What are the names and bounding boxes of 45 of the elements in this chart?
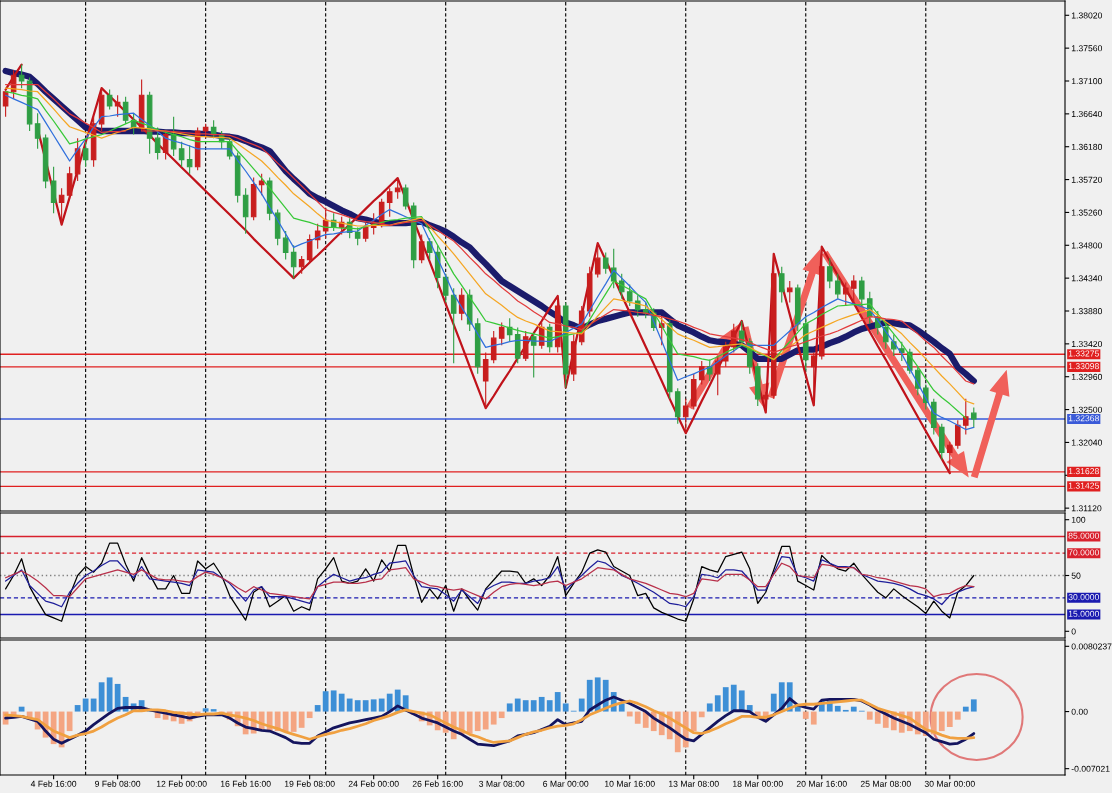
x-tick-label: 4 Feb 16:00 <box>30 780 77 787</box>
y-tick-label: 100 <box>1071 516 1086 523</box>
x-tick-label: 26 Feb 16:00 <box>412 780 463 787</box>
ref-line-label: 15.0000 <box>1068 610 1099 617</box>
ref-line-label: 70.0000 <box>1068 549 1099 556</box>
ref-line-label: 1.31628 <box>1068 468 1099 475</box>
x-tick-label: 16 Feb 16:00 <box>220 780 271 787</box>
y-tick-label: 1.36180 <box>1071 143 1103 150</box>
y-tick-label: 1.32500 <box>1071 406 1103 413</box>
y-tick-label: 1.38020 <box>1071 12 1103 19</box>
y-tick-label: 1.32960 <box>1071 373 1103 380</box>
y-tick-label: 1.35720 <box>1071 176 1103 183</box>
y-tick-label: 1.34340 <box>1071 275 1103 282</box>
y-tick-label: 1.33880 <box>1071 308 1103 315</box>
y-tick-label: 50 <box>1071 572 1081 579</box>
x-tick-label: 25 Mar 08:00 <box>860 780 911 787</box>
ref-line-label: 1.33275 <box>1068 350 1099 357</box>
y-tick-label: 0.0080237 <box>1071 643 1112 650</box>
y-tick-label: 1.35260 <box>1071 209 1103 216</box>
y-tick-label: 1.33420 <box>1071 340 1103 348</box>
x-tick-label: 24 Feb 00:00 <box>348 780 399 787</box>
y-tick-label: 0 <box>1071 628 1076 635</box>
y-tick-label: -0.007021 <box>1071 765 1110 772</box>
y-tick-label: 1.34800 <box>1071 242 1103 249</box>
y-tick-label: 1.37100 <box>1071 78 1103 85</box>
y-tick-label: 1.36640 <box>1071 110 1103 118</box>
y-tick-label: 1.31120 <box>1071 505 1102 512</box>
ref-line-label: 1.32368 <box>1068 415 1099 422</box>
y-tick-label: 1.37560 <box>1071 45 1103 52</box>
x-tick-label: 3 Mar 08:00 <box>479 780 525 787</box>
y-tick-label: 1.32040 <box>1071 439 1103 446</box>
ref-line-label: 1.33098 <box>1068 363 1099 370</box>
x-tick-label: 9 Feb 08:00 <box>95 780 141 787</box>
x-tick-label: 10 Mar 16:00 <box>605 780 655 787</box>
x-tick-label: 30 Mar 00:00 <box>924 780 975 787</box>
ref-line-label: 30.0000 <box>1068 594 1099 601</box>
ref-line-label: 1.31425 <box>1068 482 1099 489</box>
x-tick-label: 18 Mar 00:00 <box>733 780 783 787</box>
x-tick-label: 12 Feb 00:00 <box>156 780 207 787</box>
x-tick-label: 20 Mar 16:00 <box>796 780 847 787</box>
ref-line-label: 85.0000 <box>1068 532 1099 539</box>
x-tick-label: 19 Feb 08:00 <box>284 780 335 787</box>
x-tick-label: 13 Mar 08:00 <box>669 780 719 787</box>
x-tick-label: 6 Mar 00:00 <box>543 780 589 787</box>
y-tick-label: 0.00 <box>1071 708 1088 715</box>
